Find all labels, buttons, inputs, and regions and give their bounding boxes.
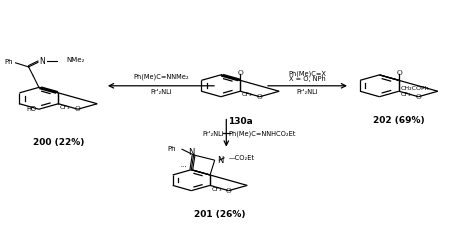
Text: Pr'₂NLi: Pr'₂NLi — [297, 89, 318, 95]
Text: CH₂COPh: CH₂COPh — [401, 86, 429, 92]
Text: Ph(Me)C=NNMe₂: Ph(Me)C=NNMe₂ — [133, 74, 189, 80]
Text: O: O — [257, 93, 263, 101]
Text: CF₃: CF₃ — [401, 93, 411, 97]
Text: 130a: 130a — [228, 116, 253, 126]
Text: O: O — [226, 187, 231, 195]
Text: O: O — [396, 69, 402, 77]
Text: Ph: Ph — [167, 146, 176, 152]
Text: N: N — [40, 57, 46, 66]
Text: CF₃: CF₃ — [60, 105, 70, 110]
Text: N: N — [217, 156, 224, 165]
Text: Pr'₂NLi: Pr'₂NLi — [202, 130, 224, 137]
Text: CF₃: CF₃ — [242, 93, 252, 97]
Text: NMe₂: NMe₂ — [67, 57, 85, 63]
Text: Ph(Me)C=X: Ph(Me)C=X — [289, 70, 327, 77]
Text: ...: ... — [181, 162, 188, 168]
Text: Ph: Ph — [5, 59, 13, 65]
Text: O: O — [75, 105, 81, 113]
Text: O: O — [416, 93, 421, 101]
Text: O: O — [237, 69, 243, 77]
Text: 202 (69%): 202 (69%) — [373, 116, 425, 126]
Text: —CO₂Et: —CO₂Et — [229, 155, 255, 161]
Text: N: N — [188, 148, 194, 157]
Text: X = O, NPh: X = O, NPh — [289, 76, 326, 82]
Text: 201 (26%): 201 (26%) — [193, 210, 245, 219]
Text: Pr'₂NLi: Pr'₂NLi — [150, 89, 172, 95]
Text: CF₃: CF₃ — [211, 187, 222, 192]
Text: HO: HO — [27, 106, 36, 112]
Text: 200 (22%): 200 (22%) — [33, 138, 84, 147]
Text: Ph(Me)C=NNHCO₂Et: Ph(Me)C=NNHCO₂Et — [228, 130, 296, 137]
